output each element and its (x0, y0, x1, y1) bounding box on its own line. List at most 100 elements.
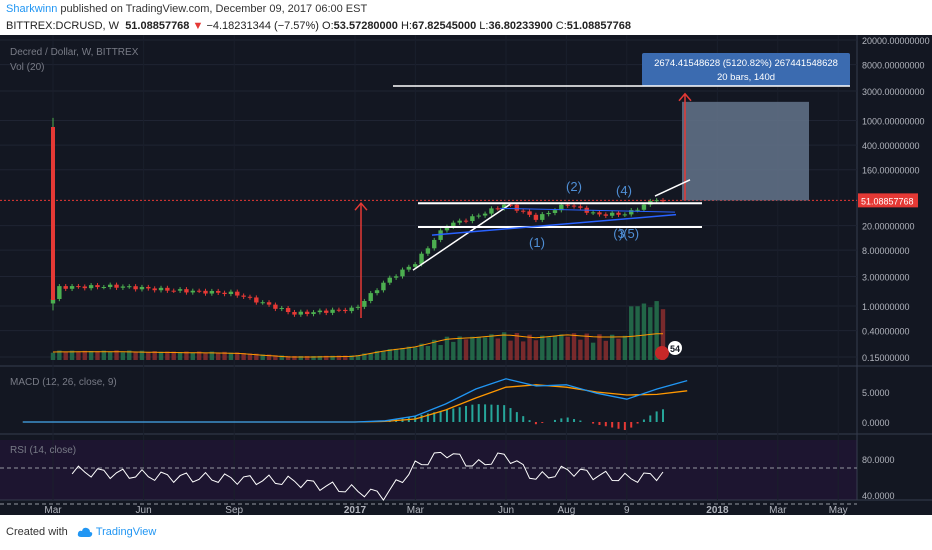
candle-body (152, 288, 157, 291)
candle-body (216, 290, 221, 293)
volume-bar (590, 342, 596, 360)
event-flag-icon (655, 346, 669, 360)
candle-body (521, 210, 526, 212)
footer: Created with TradingView (0, 515, 932, 550)
volume-bar (470, 336, 475, 360)
volume-bar (82, 350, 87, 360)
candle-body (120, 286, 126, 288)
price-tick-label: 20.00000000 (862, 222, 915, 232)
macd-histogram-bar (623, 422, 626, 431)
macd-histogram-bar (484, 404, 487, 422)
tradingview-brand[interactable]: TradingView (95, 526, 157, 538)
volume-bar (578, 339, 583, 360)
volume-bar (254, 353, 259, 360)
volume-bar (400, 347, 405, 360)
price-tick-label: 1.00000000 (862, 302, 910, 312)
macd-histogram-bar (503, 405, 506, 422)
volume-bar (571, 333, 577, 360)
candle-body (400, 269, 405, 277)
price-chart[interactable]: 20000.00000000 8000.00000000 3000.00000000… (0, 35, 932, 515)
volume-bar (565, 336, 570, 360)
candle-body (514, 204, 520, 211)
volume-bar (641, 303, 647, 360)
open-label: O: (322, 20, 334, 32)
volume-bar (216, 353, 221, 360)
volume-bar (476, 336, 481, 360)
macd-histogram-bar (617, 422, 620, 429)
volume-bar (292, 356, 297, 360)
volume-bar (285, 355, 291, 360)
candle-body (559, 204, 564, 211)
candle-body (546, 212, 551, 215)
candle-body (381, 282, 386, 291)
candle-body (660, 200, 666, 202)
macd-label: MACD (12, 26, close, 9) (10, 377, 117, 388)
macd-histogram-bar (528, 420, 531, 422)
badge-label: 54 (670, 344, 680, 354)
volume-bar (235, 352, 240, 360)
high-label: H: (400, 20, 412, 32)
time-tick-label: Aug (558, 505, 576, 515)
candle-body (463, 220, 469, 222)
candle-body (629, 210, 634, 215)
candle-body (597, 212, 602, 215)
candle-body (349, 307, 354, 312)
candle-body (254, 297, 259, 303)
macd-histogram-bar (541, 422, 544, 423)
volume-bar (444, 336, 450, 360)
candle-body (419, 253, 424, 265)
macd-histogram-bar (611, 422, 614, 428)
time-tick-label: Jun (498, 505, 514, 515)
candle-body (616, 212, 621, 215)
price-tick-label: 0.40000000 (862, 327, 910, 337)
volume-bar (336, 355, 342, 360)
candle-body (133, 286, 138, 290)
volume-bar (546, 337, 551, 360)
candle-body (76, 286, 81, 288)
price-tick-label: 8000.00000000 (862, 61, 925, 71)
open-value: 53.57280000 (333, 20, 398, 32)
volume-bar (648, 307, 653, 360)
macd-histogram-bar (420, 414, 423, 422)
volume-bar (495, 338, 500, 360)
wave-label: )(5) (619, 226, 639, 241)
candle-body (209, 290, 215, 294)
candle-body (292, 312, 297, 315)
macd-histogram-bar (655, 411, 658, 422)
candle-body (641, 204, 647, 210)
candle-body (540, 214, 545, 220)
volume-bar (247, 353, 253, 360)
volume-bar (190, 352, 195, 360)
price-tick-label: 3000.00000000 (862, 87, 925, 97)
macd-histogram-bar (465, 405, 468, 422)
candle-body (311, 312, 316, 315)
wave-label: (3 (613, 226, 625, 241)
volume-bar (349, 355, 354, 360)
candle-body (260, 302, 265, 304)
candle-body (324, 310, 329, 313)
macd-histogram-bar (509, 408, 512, 422)
macd-histogram-bar (426, 413, 429, 422)
candle-body (228, 291, 234, 295)
candle-body (247, 296, 253, 298)
macd-histogram-bar (534, 422, 537, 425)
price-change: −4.18231344 (−7.57%) (206, 20, 319, 32)
volume-bar (432, 339, 437, 360)
candle-body (406, 266, 412, 270)
candle-body (222, 292, 227, 295)
breakout-line (654, 179, 691, 197)
candle-body (571, 205, 577, 207)
volume-bar (101, 350, 107, 360)
candle-body (489, 208, 494, 214)
volume-bar (584, 333, 589, 360)
candle-body (171, 290, 176, 292)
macd-histogram-bar (477, 404, 480, 422)
candle-body (203, 290, 208, 294)
candle-body (622, 214, 628, 216)
candle-body (95, 285, 100, 288)
candle-body (552, 210, 558, 213)
author-link[interactable]: Sharkwinn (6, 3, 58, 15)
volume-bar (57, 350, 62, 360)
volume-bar (514, 333, 520, 360)
macd-histogram-bar (579, 420, 582, 422)
